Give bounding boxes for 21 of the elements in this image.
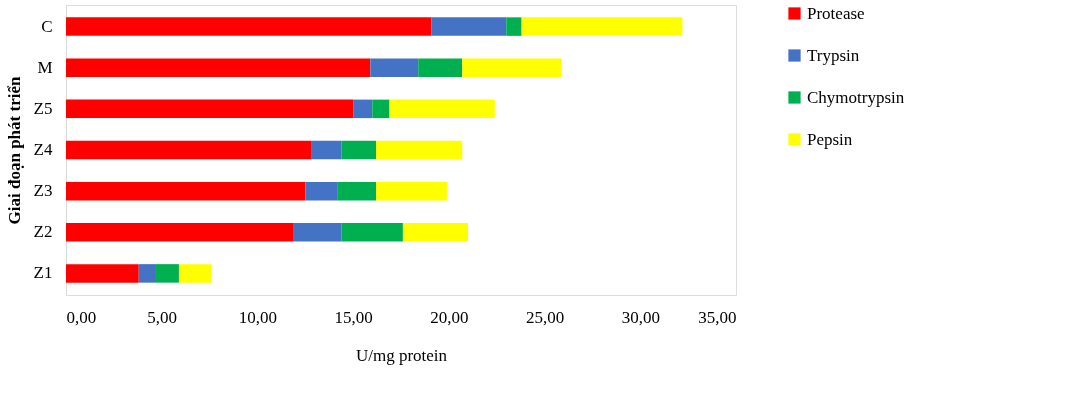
legend-label: Trypsin bbox=[807, 45, 860, 65]
y-tick-label: M bbox=[37, 57, 53, 77]
y-tick-label: Z5 bbox=[33, 98, 53, 118]
y-tick-label: Z4 bbox=[33, 140, 53, 159]
x-tick-label: 35,00 bbox=[698, 307, 737, 327]
x-tick-label: 0,00 bbox=[66, 307, 97, 327]
y-tick-label: Z3 bbox=[33, 181, 53, 201]
y-tick-label: C bbox=[41, 16, 53, 36]
x-tick-label: 10,00 bbox=[238, 307, 278, 327]
y-tick-label: Z2 bbox=[33, 222, 53, 242]
x-tick-label: 30,00 bbox=[621, 307, 660, 327]
y-tick-label: Z1 bbox=[33, 263, 53, 283]
x-tick-label: 20,00 bbox=[430, 307, 469, 327]
x-tick-label: 5,00 bbox=[147, 307, 178, 327]
y-axis-title: Giai đoạn phát triển bbox=[4, 76, 24, 225]
x-axis-title: U/mg protein bbox=[355, 345, 448, 365]
x-tick-label: 25,00 bbox=[525, 307, 565, 327]
legend-label: Chymotrypsin bbox=[807, 87, 905, 107]
legend-label: Protease bbox=[807, 3, 865, 23]
x-tick-label: 15,00 bbox=[334, 307, 373, 327]
legend-label: Pepsin bbox=[807, 129, 853, 149]
